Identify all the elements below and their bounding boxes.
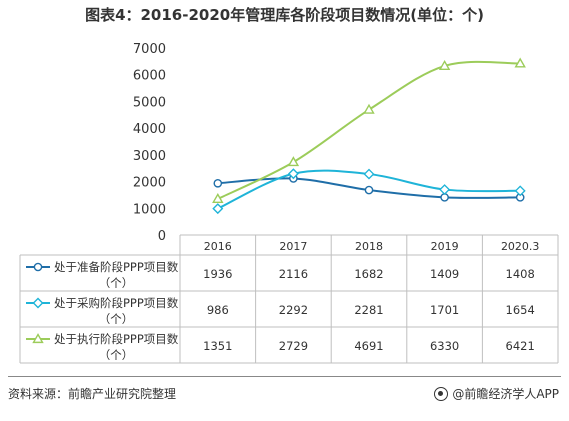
legend-label-unit: （个）	[99, 348, 134, 362]
data-point	[212, 203, 224, 215]
y-tick-label: 1000	[133, 202, 166, 217]
x-tick-label: 2016	[204, 240, 232, 253]
data-label: 6330	[430, 339, 459, 353]
legend-label: 处于准备阶段PPP项目数	[54, 260, 179, 274]
data-point	[514, 185, 526, 197]
data-label: 1408	[506, 267, 535, 281]
source-note: 资料来源：前瞻产业研究院整理	[8, 387, 177, 401]
y-tick-label: 6000	[133, 69, 166, 84]
legend-label: 处于执行阶段PPP项目数	[54, 332, 179, 346]
brand-credit: @前瞻经济学人APP	[434, 385, 559, 402]
data-label: 1936	[203, 267, 232, 281]
data-point	[439, 184, 451, 196]
legend-label: 处于采购阶段PPP项目数	[54, 296, 179, 310]
data-label: 2292	[279, 303, 308, 317]
y-tick-label: 7000	[133, 42, 166, 57]
data-point	[438, 59, 451, 70]
legend-label-unit: （个）	[99, 312, 134, 326]
data-label: 986	[207, 303, 229, 317]
x-tick-label: 2019	[431, 240, 459, 253]
chart-title: 图表4：2016-2020年管理库各阶段项目数情况(单位：个)	[85, 6, 484, 24]
data-point	[287, 168, 299, 180]
y-tick-label: 4000	[133, 122, 166, 137]
data-point	[364, 185, 374, 195]
brand-text: @前瞻经济学人APP	[452, 387, 559, 401]
legend-marker	[32, 333, 44, 344]
data-point	[287, 156, 300, 167]
data-label: 1682	[354, 267, 383, 281]
data-label: 2116	[279, 267, 308, 281]
data-point	[363, 103, 375, 114]
data-point	[514, 57, 526, 68]
data-point	[212, 192, 224, 203]
y-tick-label: 3000	[133, 149, 166, 164]
y-tick-label: 2000	[133, 176, 166, 191]
data-label: 2281	[354, 303, 383, 317]
data-label: 4691	[354, 339, 383, 353]
x-tick-label: 2017	[279, 240, 307, 253]
data-point	[213, 178, 223, 188]
legend-marker	[32, 297, 44, 309]
data-label: 1409	[430, 267, 459, 281]
legend-marker	[33, 262, 43, 272]
footer-divider	[8, 376, 561, 377]
y-tick-label: 5000	[133, 95, 166, 110]
y-tick-label: 0	[158, 229, 166, 244]
x-tick-label: 2018	[355, 240, 383, 253]
legend-label-unit: （个）	[99, 276, 134, 290]
brand-logo-icon	[434, 386, 449, 401]
data-label: 1654	[506, 303, 535, 317]
x-tick-label: 2020.3	[501, 240, 540, 253]
data-label: 1351	[203, 339, 232, 353]
data-label: 6421	[506, 339, 535, 353]
data-label: 2729	[279, 339, 308, 353]
data-point	[363, 168, 375, 180]
data-label: 1701	[430, 303, 459, 317]
